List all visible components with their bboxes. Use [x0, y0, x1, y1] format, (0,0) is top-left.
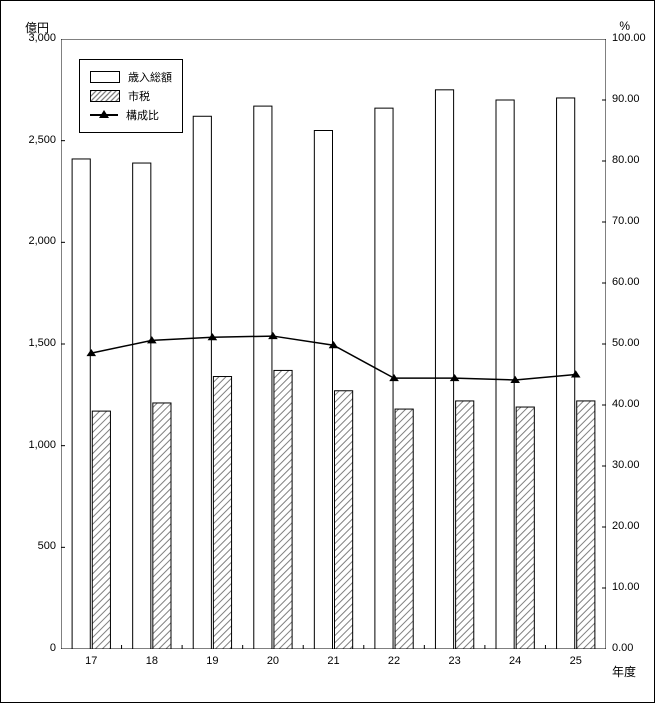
y-left-tick-label: 500 [6, 540, 56, 552]
y-left-tick-label: 1,500 [6, 337, 56, 349]
legend-item-tax: 市税 [90, 88, 172, 104]
y-left-tick-label: 0 [6, 642, 56, 654]
legend-label: 構成比 [126, 107, 159, 123]
y-right-tick-label: 80.00 [612, 154, 655, 166]
x-tick-label: 20 [258, 655, 288, 667]
y-left-tick-label: 2,500 [6, 134, 56, 146]
y-right-tick-label: 50.00 [612, 337, 655, 349]
y-right-tick-label: 60.00 [612, 276, 655, 288]
y-right-tick-label: 40.00 [612, 398, 655, 410]
y-right-tick-label: 0.00 [612, 642, 655, 654]
bar-tax [274, 370, 292, 649]
y-right-tick-label: 100.00 [612, 32, 655, 44]
bar-tax [153, 403, 171, 649]
x-title: 年度 [612, 663, 636, 680]
bar-tax [335, 391, 353, 649]
y-right-title: % [619, 19, 630, 33]
legend-label: 歳入総額 [128, 69, 172, 85]
legend-line-marker [90, 107, 118, 123]
bar-tax [213, 377, 231, 649]
bar-total [254, 106, 272, 649]
bar-total [193, 116, 211, 649]
x-tick-label: 18 [137, 655, 167, 667]
bar-tax [456, 401, 474, 649]
bar-total [314, 131, 332, 650]
legend: 歳入総額 市税 構成比 [79, 59, 183, 133]
y-left-tick-label: 1,000 [6, 439, 56, 451]
bar-total [375, 108, 393, 649]
y-right-tick-label: 70.00 [612, 215, 655, 227]
y-right-tick-label: 90.00 [612, 93, 655, 105]
bar-tax [516, 407, 534, 649]
y-right-tick-label: 10.00 [612, 581, 655, 593]
y-right-tick-label: 20.00 [612, 520, 655, 532]
y-left-tick-label: 3,000 [6, 32, 56, 44]
bar-total [133, 163, 151, 649]
legend-item-ratio: 構成比 [90, 107, 172, 123]
bar-tax [577, 401, 595, 649]
chart-container: 億円 % 年度 05001,0001,5002,0002,5003,000 0.… [0, 0, 655, 703]
x-tick-label: 25 [561, 655, 591, 667]
bar-tax [395, 409, 413, 649]
bar-tax [92, 411, 110, 649]
y-left-tick-label: 2,000 [6, 235, 56, 247]
bar-total [435, 90, 453, 649]
bar-total [72, 159, 90, 649]
x-tick-label: 24 [500, 655, 530, 667]
x-tick-label: 19 [197, 655, 227, 667]
y-right-tick-label: 30.00 [612, 459, 655, 471]
legend-label: 市税 [128, 88, 150, 104]
bar-total [557, 98, 575, 649]
x-tick-label: 17 [76, 655, 106, 667]
x-tick-label: 23 [440, 655, 470, 667]
legend-swatch-open [90, 71, 120, 83]
legend-item-total: 歳入総額 [90, 69, 172, 85]
legend-swatch-hatch [90, 90, 120, 102]
x-tick-label: 21 [319, 655, 349, 667]
bar-total [496, 100, 514, 649]
x-tick-label: 22 [379, 655, 409, 667]
